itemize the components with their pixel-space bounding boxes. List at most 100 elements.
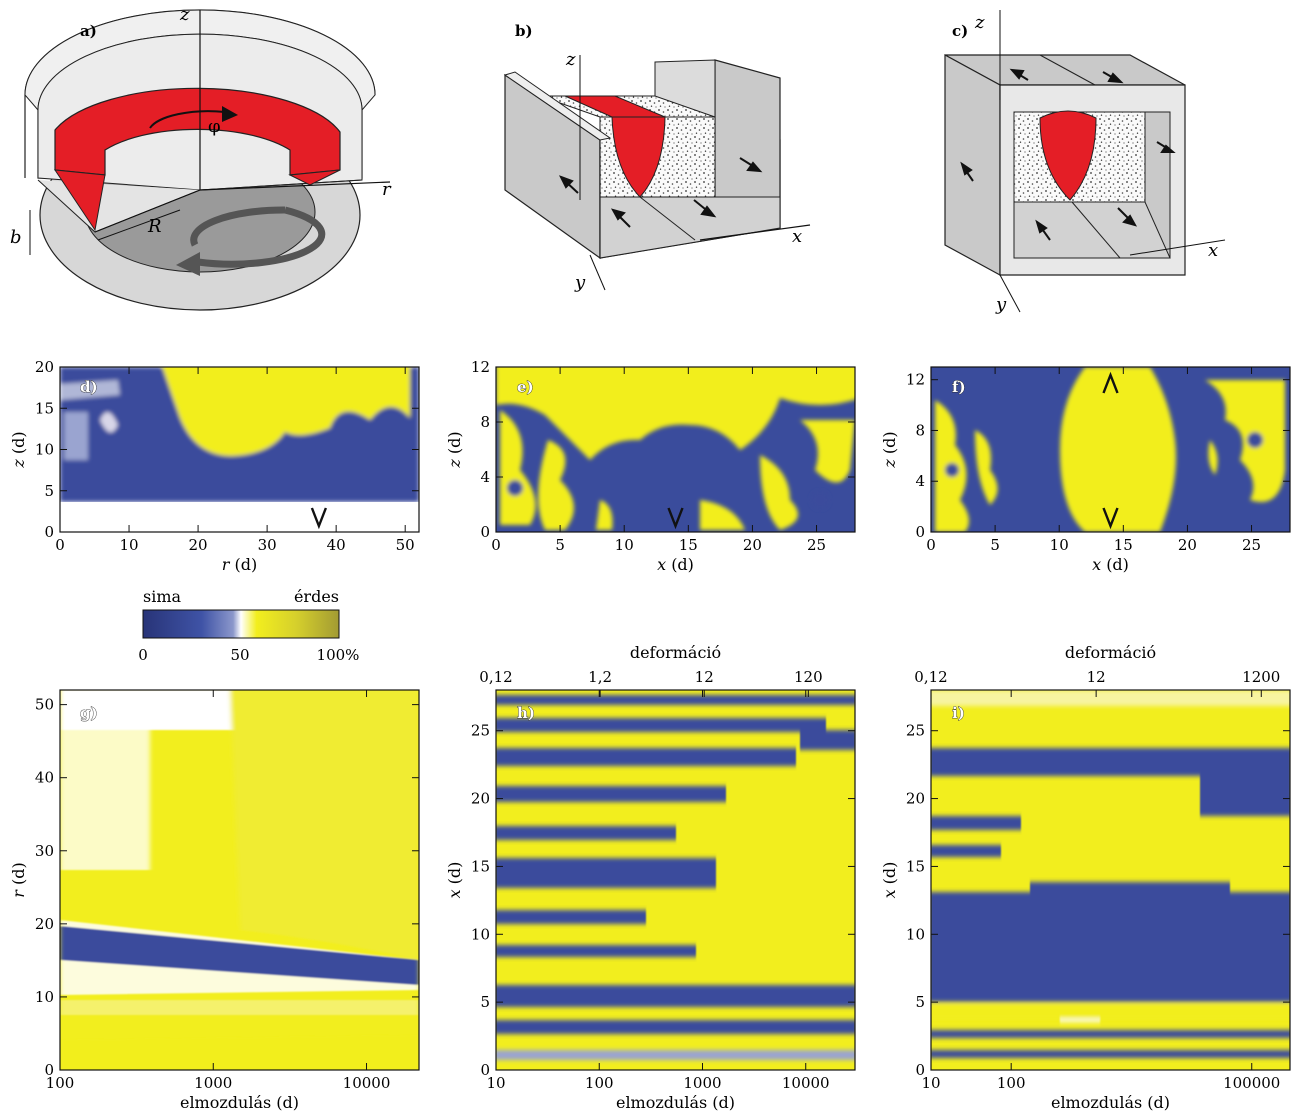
heatmap-f [931,367,1290,532]
schematic-c: z x y [944,10,1226,315]
xtick-i-2: 100000 [1223,1074,1280,1092]
panel-label-e: e) [517,378,534,396]
panel-label-f: f) [952,378,966,396]
xtick-d-4: 40 [327,536,346,554]
ytick-i-3: 15 [906,857,925,875]
ytick-h-5: 25 [471,722,490,740]
label-a-phi: φ [208,116,221,137]
xtick-f-5: 25 [1242,536,1261,554]
marker-d-0 [310,507,328,530]
xtick-i-1: 100 [997,1074,1026,1092]
label-a-r: r [382,179,392,200]
marker-f-0 [1102,507,1119,530]
frame-e [495,366,856,533]
xtick-i-0: 10 [921,1074,940,1092]
xtick-h-3: 10000 [782,1074,830,1092]
heatmap-i [931,690,1290,1070]
panel-label-h: h) [517,704,535,722]
xtick-d-1: 10 [119,536,138,554]
xtick-g-0: 100 [46,1074,75,1092]
toptick-i-0: 0,12 [914,668,947,686]
panel-label-i: i) [952,704,965,722]
xlabel-h: elmozdulás (d) [616,1093,735,1112]
colorbar: sima érdes 0 50 100% [138,587,359,664]
xtick-h-1: 100 [585,1074,614,1092]
frame-i [930,689,1291,1071]
xtick-e-2: 10 [615,536,634,554]
ytick-h-1: 5 [480,993,490,1011]
xtick-d-2: 20 [189,536,208,554]
toptick-i-2: 1200 [1242,668,1280,686]
schematic-a: z r φ R b [10,4,392,311]
ytick-i-2: 10 [906,925,925,943]
ytick-h-4: 20 [471,790,490,808]
ytick-f-0: 0 [915,523,925,541]
ytick-i-5: 25 [906,722,925,740]
ylabel-h: x (d) [445,862,464,899]
xtick-e-0: 0 [491,536,501,554]
toptick-h-1: 1,2 [588,668,612,686]
xtick-f-3: 15 [1114,536,1133,554]
ytick-f-1: 4 [915,472,925,490]
xlabel-g: elmozdulás (d) [180,1093,299,1112]
colorbar-right-label: érdes [294,587,339,606]
ytick-e-2: 8 [480,413,490,431]
panel-label-d: d) [80,378,98,396]
ytick-f-2: 8 [915,421,925,439]
xtick-e-3: 15 [679,536,698,554]
ytick-h-2: 10 [471,925,490,943]
ytick-i-4: 20 [906,790,925,808]
xtick-e-1: 5 [555,536,565,554]
xlabel-f: x (d) [1092,555,1129,574]
frame-h [495,689,856,1071]
toplabel-h: deformáció [630,643,721,662]
label-a-R: R [147,216,162,237]
xtick-g-2: 10000 [343,1074,391,1092]
panel-label-c: c) [952,22,968,40]
ytick-h-0: 0 [480,1061,490,1079]
label-c-z: z [974,12,985,33]
panel-label-g: g) [80,704,98,722]
ytick-e-0: 0 [480,523,490,541]
toptick-h-2: 12 [695,668,714,686]
heatmap-e [496,367,855,532]
panel-label-a: a) [80,22,97,40]
xlabel-i: elmozdulás (d) [1051,1093,1170,1112]
colorbar-tick-0: 0 [138,646,148,664]
xtick-f-4: 20 [1178,536,1197,554]
ytick-e-1: 4 [480,468,490,486]
xtick-h-0: 10 [486,1074,505,1092]
label-a-z: z [179,4,190,25]
frame-g [59,689,420,1071]
ylabel-d: z (d) [9,431,28,468]
heatmap-g [60,690,419,1070]
xtick-g-1: 1000 [194,1074,232,1092]
label-b-y: y [574,272,586,293]
colorbar-tick-100: 100% [317,646,360,664]
toptick-h-0: 0,12 [479,668,512,686]
ylabel-g: r (d) [9,862,28,897]
ytick-g-4: 40 [35,769,54,787]
ylabel-e: z (d) [445,431,464,468]
ytick-i-1: 5 [915,993,925,1011]
panel-label-b: b) [515,22,533,40]
toptick-i-1: 12 [1087,668,1106,686]
xtick-f-1: 5 [990,536,1000,554]
xtick-f-0: 0 [926,536,936,554]
xtick-d-3: 30 [258,536,277,554]
ytick-d-0: 0 [44,523,54,541]
label-a-b: b [10,227,22,248]
ytick-h-3: 15 [471,857,490,875]
ytick-g-5: 50 [35,696,54,714]
ylabel-f: z (d) [880,431,899,468]
ylabel-i: x (d) [880,862,899,899]
xlabel-d: r (d) [222,555,257,574]
label-b-z: z [565,49,576,70]
label-c-y: y [995,294,1007,315]
ytick-g-2: 20 [35,915,54,933]
frame-f [930,366,1291,533]
ytick-d-3: 15 [35,399,54,417]
colorbar-tick-50: 50 [230,646,249,664]
